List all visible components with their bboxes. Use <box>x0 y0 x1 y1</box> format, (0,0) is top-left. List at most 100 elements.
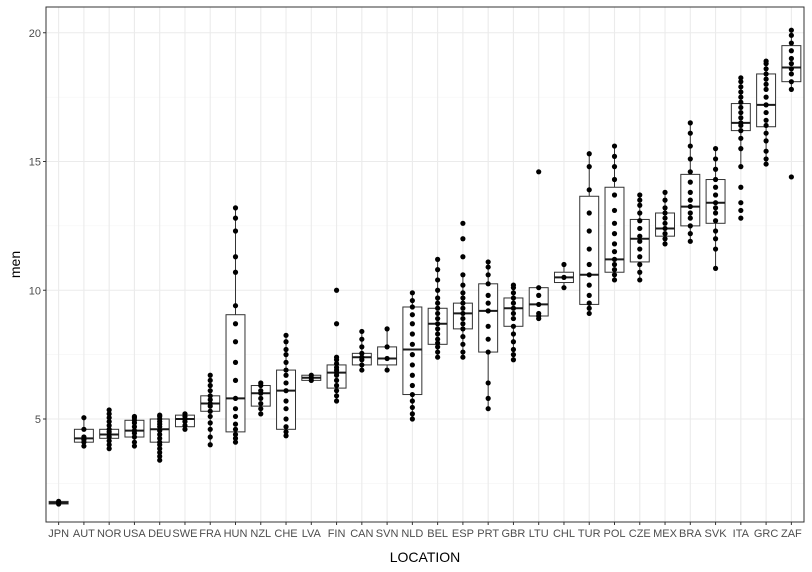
data-point <box>637 218 643 224</box>
box-iqr <box>402 306 423 396</box>
data-point <box>359 354 365 360</box>
data-point <box>788 27 794 33</box>
data-point <box>283 388 289 394</box>
data-point <box>460 290 466 296</box>
data-point <box>738 128 744 134</box>
data-point <box>384 326 390 332</box>
data-point <box>611 176 618 183</box>
x-tick-label: ITA <box>733 528 750 540</box>
data-point <box>283 359 289 365</box>
data-point <box>131 434 138 440</box>
data-point <box>510 346 517 353</box>
data-point <box>738 84 744 90</box>
data-point <box>712 205 719 211</box>
data-point <box>106 426 112 432</box>
data-point <box>81 426 87 432</box>
data-point <box>763 117 769 123</box>
data-point <box>333 393 340 399</box>
data-point <box>258 380 264 386</box>
data-point <box>712 192 719 198</box>
data-point <box>485 292 491 298</box>
data-point <box>687 203 693 210</box>
data-point <box>409 341 415 347</box>
data-point <box>435 349 441 355</box>
data-point <box>788 86 794 92</box>
data-point <box>637 246 643 252</box>
data-point <box>586 272 592 278</box>
data-point <box>485 349 491 355</box>
data-point <box>460 272 466 278</box>
data-point <box>687 169 693 175</box>
data-point <box>687 197 693 203</box>
data-point <box>788 71 794 77</box>
data-point <box>207 413 213 420</box>
x-tick-label: ESP <box>452 528 474 540</box>
data-point <box>232 435 239 441</box>
data-point <box>738 164 744 170</box>
data-point <box>788 174 794 180</box>
data-point <box>283 398 289 404</box>
data-point <box>207 382 213 389</box>
x-tick-label: FIN <box>328 528 346 540</box>
x-tick-label: NLD <box>401 528 423 540</box>
data-point <box>536 169 542 175</box>
data-point <box>131 413 138 420</box>
data-point <box>712 228 719 234</box>
data-point <box>460 334 466 340</box>
data-point <box>232 321 239 327</box>
data-point <box>232 406 239 412</box>
data-point <box>460 310 466 317</box>
data-point <box>637 254 643 260</box>
data-point <box>460 220 466 226</box>
data-point <box>207 408 213 414</box>
data-point <box>232 254 239 260</box>
x-tick-label: POL <box>603 528 625 540</box>
data-point <box>662 215 668 221</box>
data-point <box>712 176 719 183</box>
data-point <box>182 411 188 417</box>
data-point <box>435 326 441 332</box>
data-point <box>283 339 289 345</box>
x-axis-title: LOCATION <box>390 549 461 565</box>
data-point <box>409 312 415 318</box>
data-point <box>435 344 441 350</box>
data-point <box>81 443 87 449</box>
x-tick-label: DEU <box>148 528 171 540</box>
data-point <box>359 350 365 356</box>
data-point <box>409 411 415 417</box>
data-point <box>333 364 340 371</box>
data-point <box>561 285 567 291</box>
data-point <box>106 411 112 417</box>
data-point <box>157 453 163 459</box>
data-point <box>536 292 542 298</box>
data-point <box>283 406 289 412</box>
data-point <box>637 233 643 239</box>
y-axis-title: men <box>7 251 23 278</box>
data-point <box>106 438 112 444</box>
data-point <box>788 40 794 46</box>
data-point <box>485 380 491 386</box>
data-point <box>510 300 517 306</box>
x-tick-label: SVK <box>705 528 728 540</box>
x-tick-label: ZAF <box>781 528 802 540</box>
data-point <box>536 285 542 291</box>
data-point <box>738 146 744 152</box>
data-point <box>409 398 415 404</box>
data-point <box>157 435 163 441</box>
data-point <box>586 292 592 298</box>
data-point <box>157 412 163 418</box>
data-point <box>687 179 693 185</box>
data-point <box>611 143 618 149</box>
panel-border <box>45 6 805 523</box>
data-point <box>485 406 491 412</box>
x-tick-label: LTU <box>529 528 549 540</box>
data-point <box>232 215 239 221</box>
data-point <box>687 189 693 195</box>
data-point <box>485 272 491 278</box>
x-tick-label: JPN <box>48 528 69 540</box>
data-point <box>510 305 517 311</box>
data-point <box>738 200 744 206</box>
data-point <box>586 305 592 311</box>
